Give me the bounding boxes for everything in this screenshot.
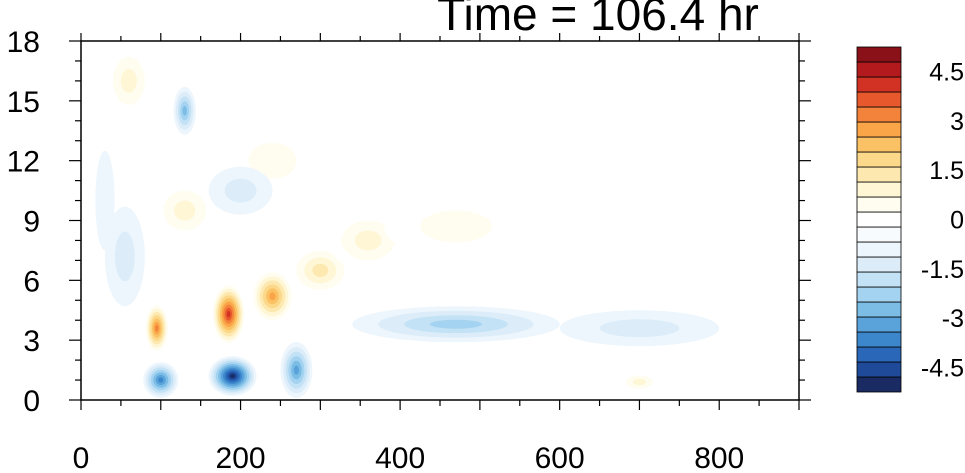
colorbar-swatch [856, 346, 902, 363]
x-tick-label: 400 [375, 442, 425, 473]
y-tick-label: 12 [7, 146, 40, 179]
y-tick-label: 0 [23, 385, 40, 418]
contour-feature-4 [354, 230, 382, 251]
contour-field [95, 41, 720, 399]
contour-feature-18 [224, 178, 257, 203]
colorbar-swatch [856, 271, 902, 288]
contour-feature-3 [312, 263, 329, 277]
colorbar-swatch [856, 331, 902, 348]
x-tick-label: 600 [535, 442, 585, 473]
y-axis: 0 3 6 9 12 15 18 [7, 26, 811, 418]
y-tick-label: 6 [23, 265, 40, 298]
colorbar-swatch [856, 226, 902, 243]
colorbar-swatch [856, 241, 902, 258]
contour-feature-11 [158, 377, 164, 383]
colorbar-label: -3 [942, 305, 964, 333]
contour-feature-14 [430, 319, 482, 329]
colorbar-swatch [856, 301, 902, 318]
colorbar-swatch [856, 181, 902, 198]
colorbar-swatch [856, 76, 902, 93]
x-tick-label: 800 [694, 442, 744, 473]
x-tick-label: 200 [216, 442, 266, 473]
contour-feature-9 [280, 41, 520, 101]
contour-feature-1 [226, 311, 231, 318]
contour-feature-12 [230, 374, 235, 379]
y-tick-label: 9 [23, 206, 40, 239]
colorbar-label: 3 [950, 108, 964, 136]
contour-feature-16 [182, 106, 187, 116]
colorbar: 4.5 3 1.5 0 -1.5 -3 -4.5 [856, 46, 964, 393]
colorbar-swatch [856, 106, 902, 123]
contour-feature-6 [174, 200, 196, 221]
colorbar-swatch [856, 166, 902, 183]
contour-feature-15 [599, 319, 680, 338]
contour-feature-0 [155, 324, 159, 332]
colorbar-swatch [856, 151, 902, 168]
colorbar-swatch [856, 196, 902, 213]
contour-feature-19 [95, 150, 115, 251]
y-tick-label: 15 [7, 86, 40, 119]
contour-feature-8 [120, 68, 137, 93]
contour-feature-7 [248, 142, 297, 179]
contour-feature-17 [114, 231, 135, 282]
colorbar-label: 1.5 [929, 157, 964, 185]
y-tick-label: 3 [23, 325, 40, 358]
colorbar-swatch [856, 61, 902, 78]
colorbar-swatch [856, 286, 902, 303]
contour-feature-13 [293, 365, 300, 375]
colorbar-swatch [856, 46, 902, 63]
colorbar-swatch [856, 91, 902, 108]
y-tick-label: 18 [7, 26, 40, 59]
colorbar-swatch [856, 121, 902, 138]
colorbar-label: -4.5 [921, 354, 964, 382]
colorbar-label: -1.5 [921, 256, 964, 284]
chart-title: Time = 106.4 hr [437, 0, 759, 40]
contour-feature-2 [269, 292, 276, 301]
colorbar-swatch [856, 211, 902, 228]
colorbar-swatch [856, 316, 902, 333]
contour-feature-10 [632, 378, 647, 386]
colorbar-swatch [856, 136, 902, 153]
colorbar-label: 0 [950, 207, 964, 235]
contour-feature-5 [420, 210, 492, 243]
x-axis: 0 200 400 600 800 [73, 33, 800, 473]
x-tick-label: 0 [73, 442, 90, 473]
colorbar-label: 4.5 [929, 59, 964, 87]
colorbar-swatch [856, 361, 902, 378]
colorbar-swatch [856, 256, 902, 273]
colorbar-swatch [856, 376, 902, 393]
